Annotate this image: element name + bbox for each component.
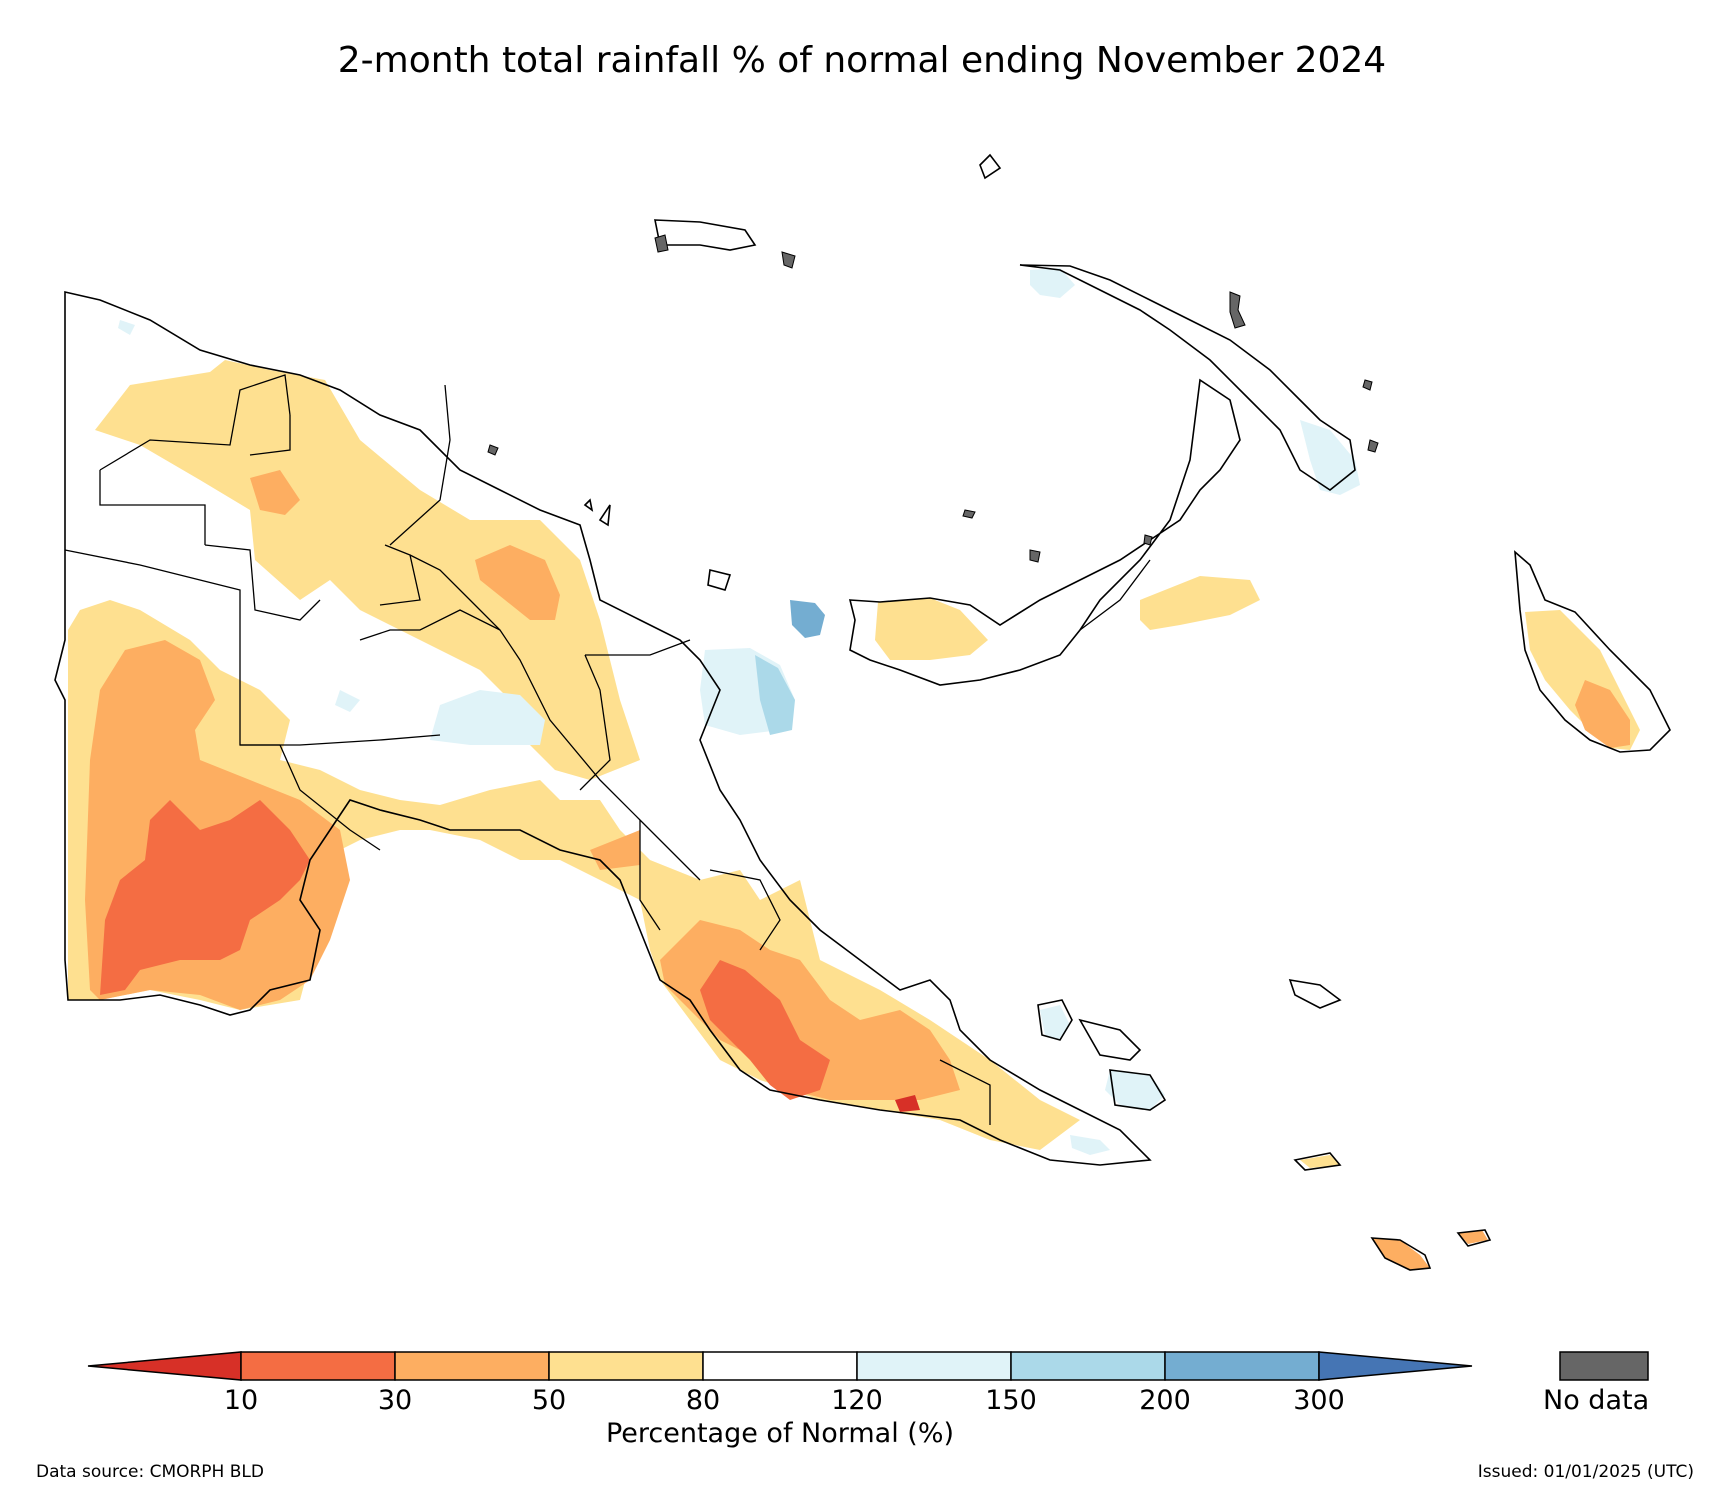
trobriand-coastline — [1288, 978, 1342, 1009]
provincial-boundaries — [64, 374, 1151, 1125]
tick-label: 300 — [1293, 1385, 1345, 1416]
region-southwest-10-30 — [100, 800, 310, 995]
dentrecasteaux-coastline — [1037, 999, 1167, 1111]
colorbar-bin-80-120 — [702, 1351, 858, 1381]
colorbar-label: Percentage of Normal (%) — [605, 1418, 955, 1449]
tick-label: 30 — [377, 1385, 413, 1416]
region-southeast-tip-120-150 — [1070, 1135, 1110, 1155]
data-source: Data source: CMORPH BLD — [36, 1462, 264, 1482]
newireland-coastline — [1019, 264, 1356, 491]
newbritain-coastline — [848, 378, 1241, 686]
colorbar-bin-200-300 — [1164, 1351, 1320, 1381]
region-highland-30-50 — [250, 470, 300, 515]
issued-date: Issued: 01/01/2025 (UTC) — [1477, 1462, 1694, 1482]
mainland-coastline — [54, 290, 1152, 1166]
region-islands-30-50-b — [1458, 1230, 1488, 1244]
region-karkar-200-300 — [790, 600, 825, 638]
no-data-swatch — [1559, 1351, 1649, 1381]
region-goodenough-120-150 — [1040, 1005, 1070, 1040]
colorbar-bin-50-80 — [548, 1351, 704, 1381]
region-highland-small-120-150 — [335, 690, 360, 712]
colorbar-bin-150-200 — [1010, 1351, 1166, 1381]
region-southeast-below-10 — [895, 1095, 920, 1112]
tick-label: 80 — [685, 1385, 721, 1416]
colorbar-extend-high — [1318, 1351, 1473, 1381]
region-newbritain-west-50-80 — [875, 598, 988, 660]
tick-label: 200 — [1139, 1385, 1191, 1416]
louisiade-coastline — [1293, 1152, 1492, 1271]
region-islands-30-50 — [1372, 1238, 1430, 1270]
map-title: 2-month total rainfall % of normal endin… — [337, 40, 1387, 81]
bougainville-coastline — [1514, 550, 1671, 753]
rainfall-shading — [68, 268, 1640, 1270]
region-east-highland-30-50 — [475, 545, 560, 620]
region-newireland-120-150 — [1300, 420, 1360, 495]
colorbar-bin-120-150 — [856, 1351, 1012, 1381]
region-central-south-30-50 — [590, 830, 640, 870]
northern-islands — [583, 153, 1002, 591]
no-data-label: No data — [1543, 1385, 1650, 1416]
region-southeast-30-50 — [660, 920, 960, 1100]
colorbar-bin-30-50 — [394, 1351, 550, 1381]
no-data-islands — [487, 234, 1379, 563]
region-madang-150-200 — [755, 655, 795, 735]
tick-label: 150 — [985, 1385, 1037, 1416]
region-southeast-10-30 — [700, 960, 830, 1100]
rainfall-map — [54, 153, 1671, 1271]
region-manus-120-150 — [1030, 268, 1075, 298]
region-bougainville-30-50 — [1575, 680, 1630, 748]
tick-label: 10 — [223, 1385, 259, 1416]
region-fergusson-120-150 — [1105, 1070, 1165, 1110]
region-northwest-50-80 — [95, 360, 640, 780]
region-islands-50-80 — [1300, 1155, 1340, 1168]
colorbar-bin-10-30 — [240, 1351, 396, 1381]
region-west-coast-120-150 — [118, 320, 135, 335]
region-newbritain-east-50-80 — [1140, 576, 1260, 630]
region-highlands-120-150 — [430, 690, 545, 745]
colorbar-extend-low — [87, 1351, 242, 1381]
tick-label: 120 — [831, 1385, 883, 1416]
tick-label: 50 — [531, 1385, 567, 1416]
